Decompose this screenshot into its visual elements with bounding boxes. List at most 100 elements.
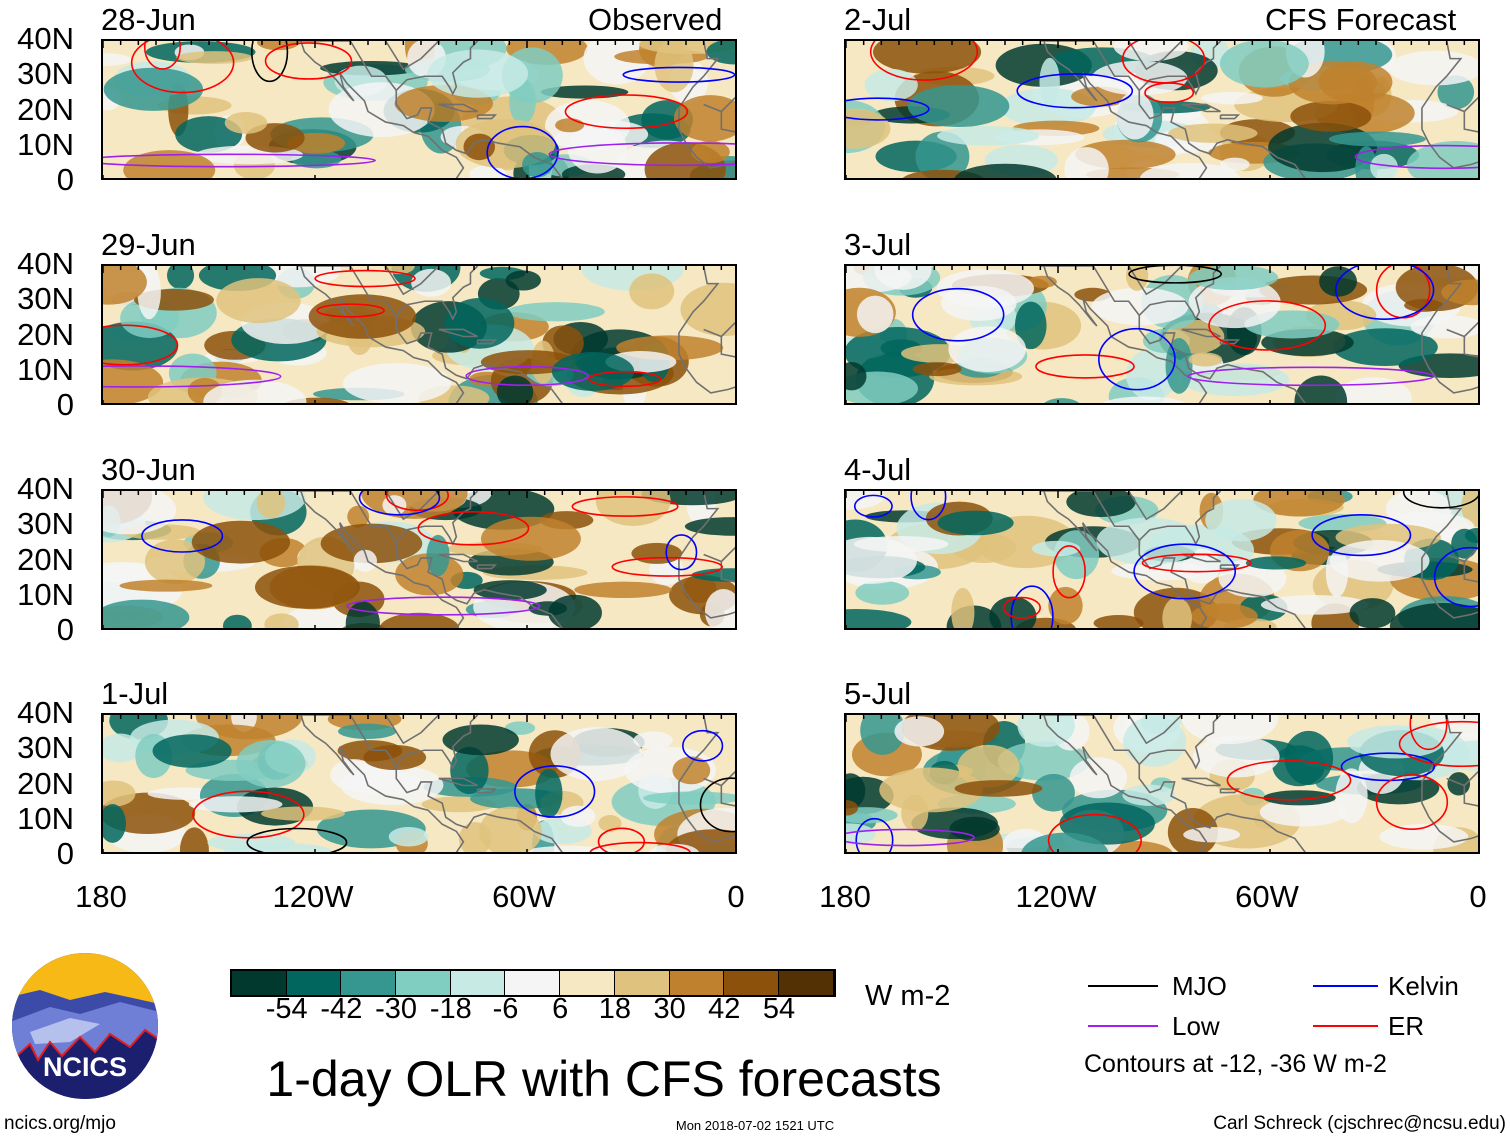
olr-map-panel (844, 39, 1480, 180)
olr-anomaly-blob (1014, 301, 1047, 350)
olr-anomaly-blob (1410, 315, 1478, 339)
colorbar-swatch (286, 971, 342, 995)
wave-contour (1409, 715, 1448, 751)
coastline (297, 715, 397, 765)
olr-anomaly-blob (363, 744, 427, 771)
wave-contour (103, 153, 376, 168)
wave-contour (346, 596, 541, 616)
olr-anomaly-blob (1021, 832, 1109, 852)
olr-anomaly-blob (633, 731, 673, 750)
coastline (395, 266, 479, 321)
olr-anomaly-blob (1349, 598, 1396, 628)
olr-anomaly-blob (480, 516, 581, 561)
wave-contour (1433, 546, 1478, 608)
coastline (384, 266, 440, 296)
coastline (720, 785, 735, 807)
olr-anomaly-blob (629, 273, 675, 310)
wave-contour (699, 777, 735, 833)
wave-contour (143, 41, 182, 70)
wave-contour (465, 365, 590, 387)
olr-anomaly-blob (342, 363, 452, 403)
olr-anomaly-blob (191, 520, 291, 564)
wave-contour (910, 491, 947, 521)
coastline (1043, 491, 1208, 628)
coastline (395, 491, 479, 546)
lat-label: 20N (17, 541, 74, 577)
olr-anomaly-blob (1284, 730, 1334, 786)
colorbar-tick-label: -54 (265, 993, 308, 1025)
panel-date: 29-Jun (101, 227, 196, 262)
wave-contour (486, 125, 559, 178)
coastline (395, 90, 563, 178)
olr-anomaly-blob (1064, 147, 1109, 178)
wave-contour (316, 303, 385, 318)
olr-anomaly-blob (338, 723, 397, 740)
coastline (1181, 777, 1221, 787)
olr-anomaly-blob (940, 285, 1017, 321)
olr-anomaly-blob (1389, 602, 1478, 628)
wave-contour (141, 519, 224, 553)
colorbar-tick-label: -6 (492, 993, 519, 1025)
wave-contour (1144, 82, 1195, 104)
coastline (1040, 41, 1140, 91)
wave-contour (1016, 73, 1134, 109)
colorbar-swatch (341, 971, 397, 995)
legend-er-line (1313, 1025, 1378, 1027)
olr-anomaly-blob (1328, 131, 1426, 147)
olr-anomaly-blob (479, 806, 542, 852)
coastline (300, 491, 465, 628)
lon-label: 60W (492, 879, 556, 914)
colorbar-swatch (450, 971, 506, 995)
coastline (1181, 103, 1221, 113)
olr-anomaly-blob (1263, 790, 1336, 806)
olr-anomaly-blob (1044, 398, 1080, 403)
olr-anomaly-blob (427, 49, 529, 98)
logo-text: NCICS (43, 1052, 127, 1082)
olr-map-panel (101, 713, 737, 854)
olr-anomaly-blob (1190, 603, 1258, 628)
olr-anomaly-blob (203, 379, 307, 403)
olr-map-panel (844, 489, 1480, 630)
olr-anomaly-blob (595, 491, 671, 526)
coastline (438, 553, 478, 563)
coastline (678, 266, 735, 394)
olr-anomaly-blob (1379, 824, 1469, 850)
olr-anomaly-blob (855, 580, 910, 605)
olr-anomaly-blob (1451, 528, 1478, 559)
coastline (1421, 715, 1478, 843)
olr-anomaly-blob (426, 534, 450, 577)
lat-label: 10N (17, 800, 74, 836)
coastline (1421, 266, 1478, 394)
lon-label: 120W (1015, 879, 1097, 914)
olr-anomaly-blob (103, 359, 164, 403)
olr-anomaly-blob (1017, 715, 1075, 748)
ncics-logo: NCICS (12, 953, 158, 1099)
olr-anomaly-blob (691, 140, 730, 164)
olr-anomaly-blob (1430, 715, 1478, 738)
wave-contour (589, 841, 691, 852)
olr-map-panel (101, 264, 737, 405)
coastline (720, 111, 735, 133)
coastline (438, 328, 478, 338)
wave-contour (1002, 596, 1041, 619)
wave-contour (130, 41, 235, 94)
olr-anomaly-blob (103, 804, 126, 843)
colorbar-swatch (505, 971, 561, 995)
panel-date: 3-Jul (844, 227, 912, 262)
footer-credit: Carl Schreck (cjschrec@ncsu.edu) (1213, 1113, 1506, 1134)
lat-label: 40N (17, 695, 74, 730)
olr-anomaly-blob (1219, 41, 1309, 88)
olr-anomaly-blob (1102, 396, 1185, 403)
olr-map-panel (101, 39, 737, 180)
olr-anomaly-blob (1385, 491, 1452, 529)
wave-contour (1035, 354, 1135, 379)
lon-label: 60W (1235, 879, 1299, 914)
olr-anomaly-blob (463, 133, 496, 161)
footer-url[interactable]: ncics.org/mjo (4, 1113, 116, 1134)
wave-contour (571, 496, 679, 517)
olr-anomaly-blob (1162, 597, 1192, 628)
coastline (1463, 336, 1478, 358)
olr-anomaly-blob (469, 165, 507, 178)
wave-contour (1047, 813, 1142, 852)
coastline (395, 715, 479, 770)
